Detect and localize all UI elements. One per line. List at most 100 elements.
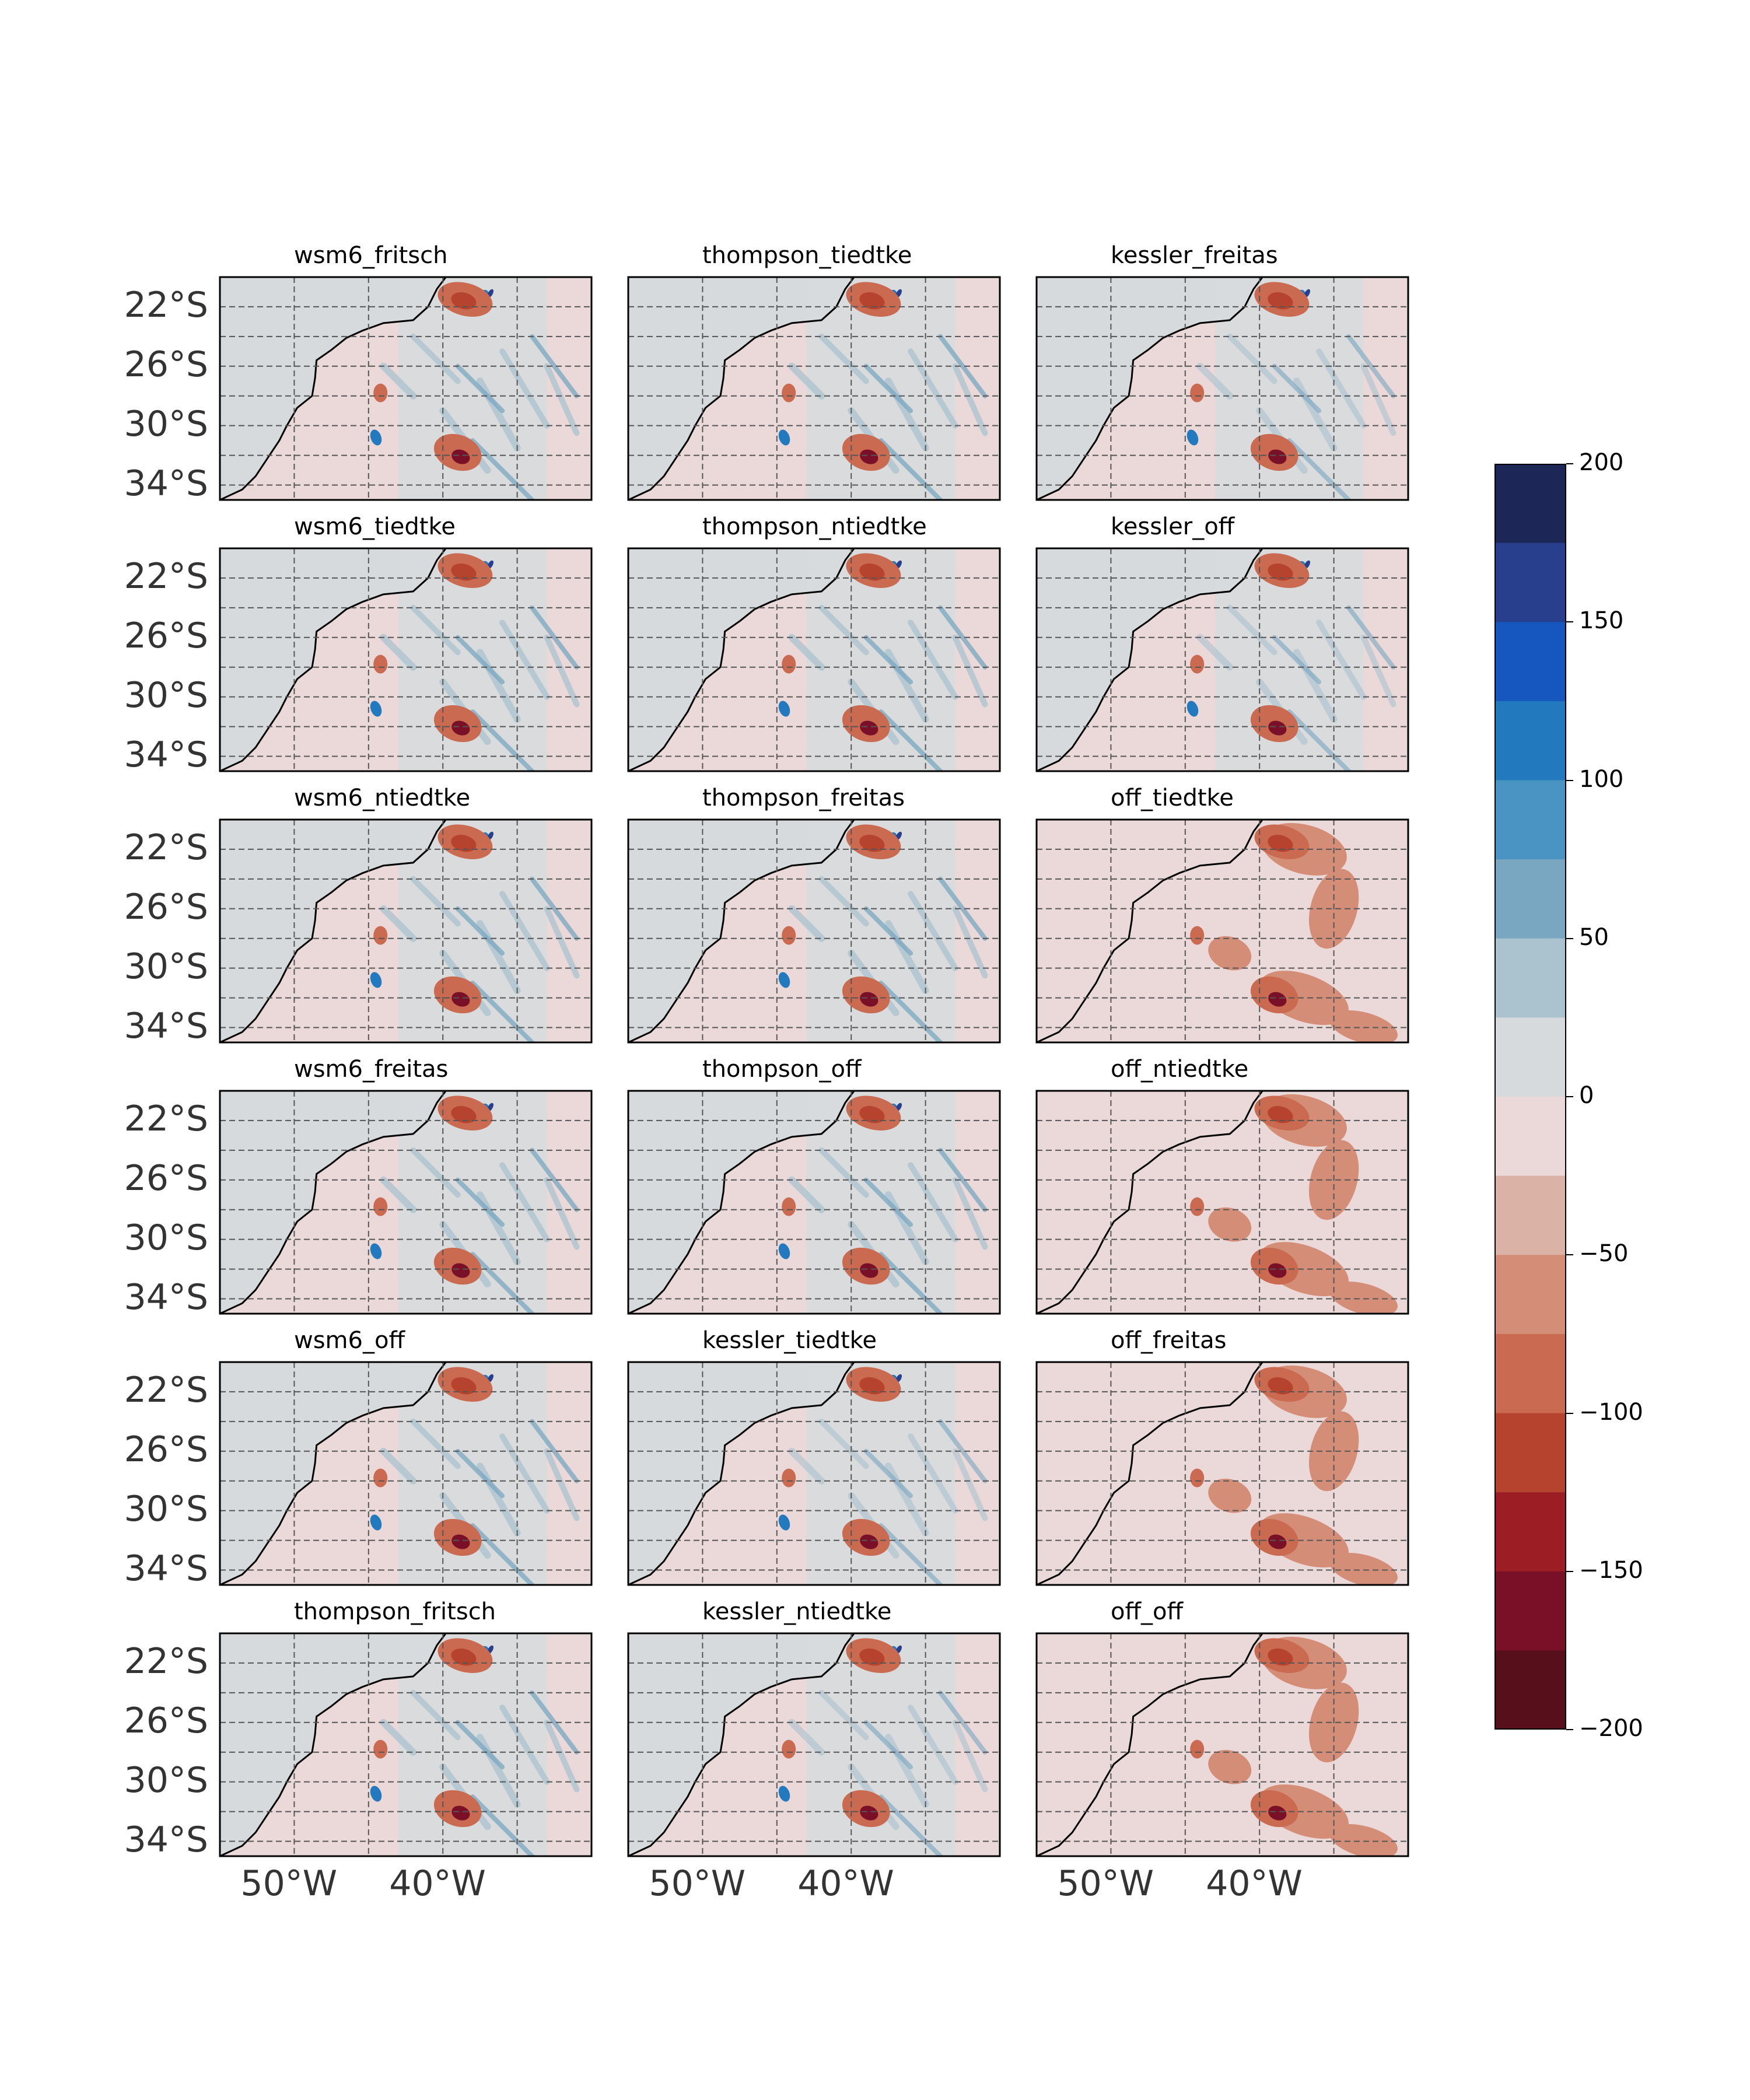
precip-streak [863, 1177, 914, 1227]
coastline [220, 548, 447, 771]
colorbar-segment [1494, 622, 1566, 702]
blue-cell [778, 429, 790, 446]
red-cell [1190, 654, 1205, 674]
panel-frame [627, 547, 1001, 772]
precip-streak [908, 891, 958, 971]
lat-tick-label: 22°S [124, 1640, 208, 1682]
precip-streak [530, 1690, 579, 1755]
red-cell-core [451, 564, 477, 581]
lon-tick-label: 50°W [1057, 1863, 1154, 1904]
coastline [628, 1362, 855, 1585]
panel-title: off_freitas [1111, 1327, 1227, 1354]
precip-streak [818, 1418, 869, 1469]
panel-title: kessler_off [1111, 513, 1235, 540]
precip-streak [1346, 605, 1396, 670]
colorbar-segment [1494, 1650, 1566, 1730]
colorbar-tick-mark [1566, 1254, 1573, 1256]
precip-streak [470, 1523, 535, 1585]
colorbar-tick-label: 100 [1579, 765, 1624, 793]
precip-streak [544, 905, 580, 979]
colorbar-frame [1494, 464, 1566, 1730]
precip-streak [818, 604, 869, 656]
map-panel [1035, 1632, 1409, 1857]
precip-streak [470, 1794, 535, 1856]
colorbar-segment [1494, 1097, 1566, 1177]
red-cell [1190, 926, 1205, 945]
precip-streak [544, 1719, 580, 1793]
map-panel [219, 1632, 593, 1857]
red-cell [373, 1740, 388, 1759]
precip-streak [818, 333, 869, 384]
lat-tick-label: 22°S [124, 1098, 208, 1139]
map-panel [1035, 547, 1409, 772]
precip-streak [544, 1177, 580, 1250]
precip-streak [863, 1720, 914, 1770]
blue-cell [1186, 701, 1199, 717]
panel-title: off_ntiedtke [1111, 1056, 1249, 1083]
coastline [1037, 820, 1264, 1042]
coastline [628, 1633, 855, 1856]
coastline [1037, 1091, 1264, 1314]
precip-streak [380, 1176, 417, 1213]
red-cell-core [1268, 564, 1293, 581]
blue-cell [370, 1243, 382, 1259]
panel-title: thompson_fritsch [294, 1598, 496, 1625]
precip-streak [410, 604, 461, 656]
panel-title: wsm6_off [294, 1327, 405, 1354]
precip-streak [455, 635, 505, 685]
lat-tick-label: 30°S [124, 403, 208, 444]
colorbar-tick-label: 200 [1579, 449, 1624, 476]
lat-tick-label: 26°S [124, 615, 208, 656]
red-cell-core [1268, 1805, 1287, 1821]
colorbar-segment [1494, 1571, 1566, 1651]
precip-streak [470, 981, 535, 1042]
precip-streak [788, 634, 825, 671]
red-cell-core [451, 1106, 477, 1124]
red-cell-core [860, 720, 878, 736]
precip-streak [863, 635, 914, 685]
panel-frame [627, 818, 1001, 1044]
coastline [220, 1362, 447, 1585]
red-cell-core [860, 449, 878, 464]
panel-frame [219, 547, 593, 772]
precip-streak [1227, 333, 1278, 384]
blue-cell [370, 1514, 382, 1531]
precip-streak [908, 1704, 958, 1785]
map-panel [219, 276, 593, 501]
precip-streak [499, 891, 550, 971]
blue-cell [1186, 429, 1199, 446]
precip-streak [788, 905, 825, 942]
coastline [628, 277, 855, 500]
lon-tick-label: 40°W [1206, 1863, 1303, 1904]
red-cell-core [859, 1106, 885, 1124]
panel-frame [219, 818, 593, 1044]
colorbar-tick-mark [1566, 1570, 1573, 1572]
map-panel [219, 1361, 593, 1586]
red-cell-core [1268, 720, 1287, 736]
map-panel [219, 1090, 593, 1315]
red-cell-core [859, 564, 885, 581]
precip-streak [938, 1147, 988, 1212]
red-cell-core [860, 1534, 878, 1549]
precip-streak [1227, 604, 1278, 656]
precip-streak [380, 362, 417, 400]
precip-streak [908, 1433, 958, 1514]
blue-cell [370, 972, 382, 988]
panel-frame [1035, 276, 1409, 501]
lat-tick-label: 34°S [124, 1819, 208, 1860]
lon-tick-label: 50°W [649, 1863, 746, 1904]
precip-streak [952, 1719, 988, 1793]
panel-frame [627, 1361, 1001, 1586]
colorbar-segment [1494, 1492, 1566, 1572]
colorbar-segment [1494, 780, 1566, 860]
lat-tick-label: 26°S [124, 1700, 208, 1741]
precip-streak [952, 1448, 988, 1521]
precip-streak [878, 438, 943, 500]
precip-streak [410, 1147, 461, 1198]
precip-streak [1316, 620, 1367, 700]
precip-streak [938, 605, 988, 670]
precip-streak [1346, 334, 1396, 398]
panel-title: thompson_ntiedtke [702, 513, 927, 540]
coastline [628, 548, 855, 771]
red-cell-core [452, 720, 470, 736]
